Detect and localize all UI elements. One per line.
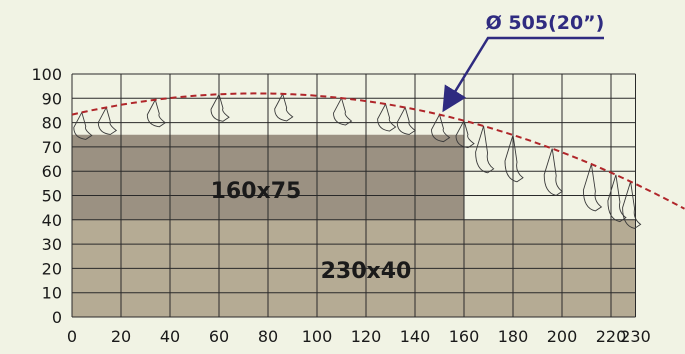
x-tick-label: 0 [67, 327, 77, 346]
swing-path-sketches [73, 92, 642, 229]
region-label-160x75: 160x75 [211, 179, 302, 204]
x-tick-label: 40 [160, 327, 180, 346]
swing-path-outline [543, 148, 563, 196]
swing-path-outline [475, 125, 495, 174]
callout-label: Ø 505(20”) [486, 12, 605, 34]
y-tick-label: 20 [42, 259, 62, 278]
y-tick-label: 30 [42, 235, 62, 254]
x-tick-label: 20 [111, 327, 131, 346]
swing-path-outline [146, 98, 167, 128]
x-tick-label: 200 [547, 327, 578, 346]
swing-path-outline [377, 102, 397, 132]
y-tick-label: 50 [42, 187, 62, 206]
regions-layer [72, 134, 636, 317]
callout-leader-line [442, 36, 604, 113]
swing-path-outline [210, 93, 230, 122]
x-tick-label: 120 [351, 327, 382, 346]
x-tick-label: 60 [209, 327, 229, 346]
y-tick-label: 70 [42, 138, 62, 157]
x-tick-label: 230 [620, 327, 651, 346]
x-tick-label: 220 [596, 327, 627, 346]
swing-path-outline [455, 119, 475, 149]
y-tick-label: 10 [42, 284, 62, 303]
x-tick-label: 180 [498, 327, 529, 346]
swing-path-outline [582, 164, 603, 212]
x-tick-label: 80 [258, 327, 278, 346]
y-tick-label: 0 [52, 308, 62, 327]
y-tick-label: 80 [42, 114, 62, 133]
x-tick-label: 140 [400, 327, 431, 346]
swing-path-outline [396, 106, 416, 135]
y-tick-label: 40 [42, 211, 62, 230]
diameter-arc [71, 92, 685, 210]
swing-path-outline [431, 113, 451, 143]
swing-path-outline [97, 106, 118, 135]
swing-path-outline [333, 96, 353, 126]
y-tick-label: 60 [42, 162, 62, 181]
swing-path-outline [73, 111, 93, 140]
swing-path-outline [274, 92, 294, 122]
grid-lines [71, 73, 636, 318]
y-tick-label: 100 [31, 65, 62, 84]
x-tick-label: 160 [449, 327, 480, 346]
swing-path-outline [622, 181, 642, 229]
diameter-callout: Ø 505(20”) [442, 12, 605, 113]
swing-path-outline [607, 174, 627, 223]
region-label-230x40: 230x40 [321, 259, 412, 284]
y-tick-label: 90 [42, 89, 62, 108]
swing-path-outline [504, 134, 524, 183]
x-tick-label: 100 [302, 327, 333, 346]
